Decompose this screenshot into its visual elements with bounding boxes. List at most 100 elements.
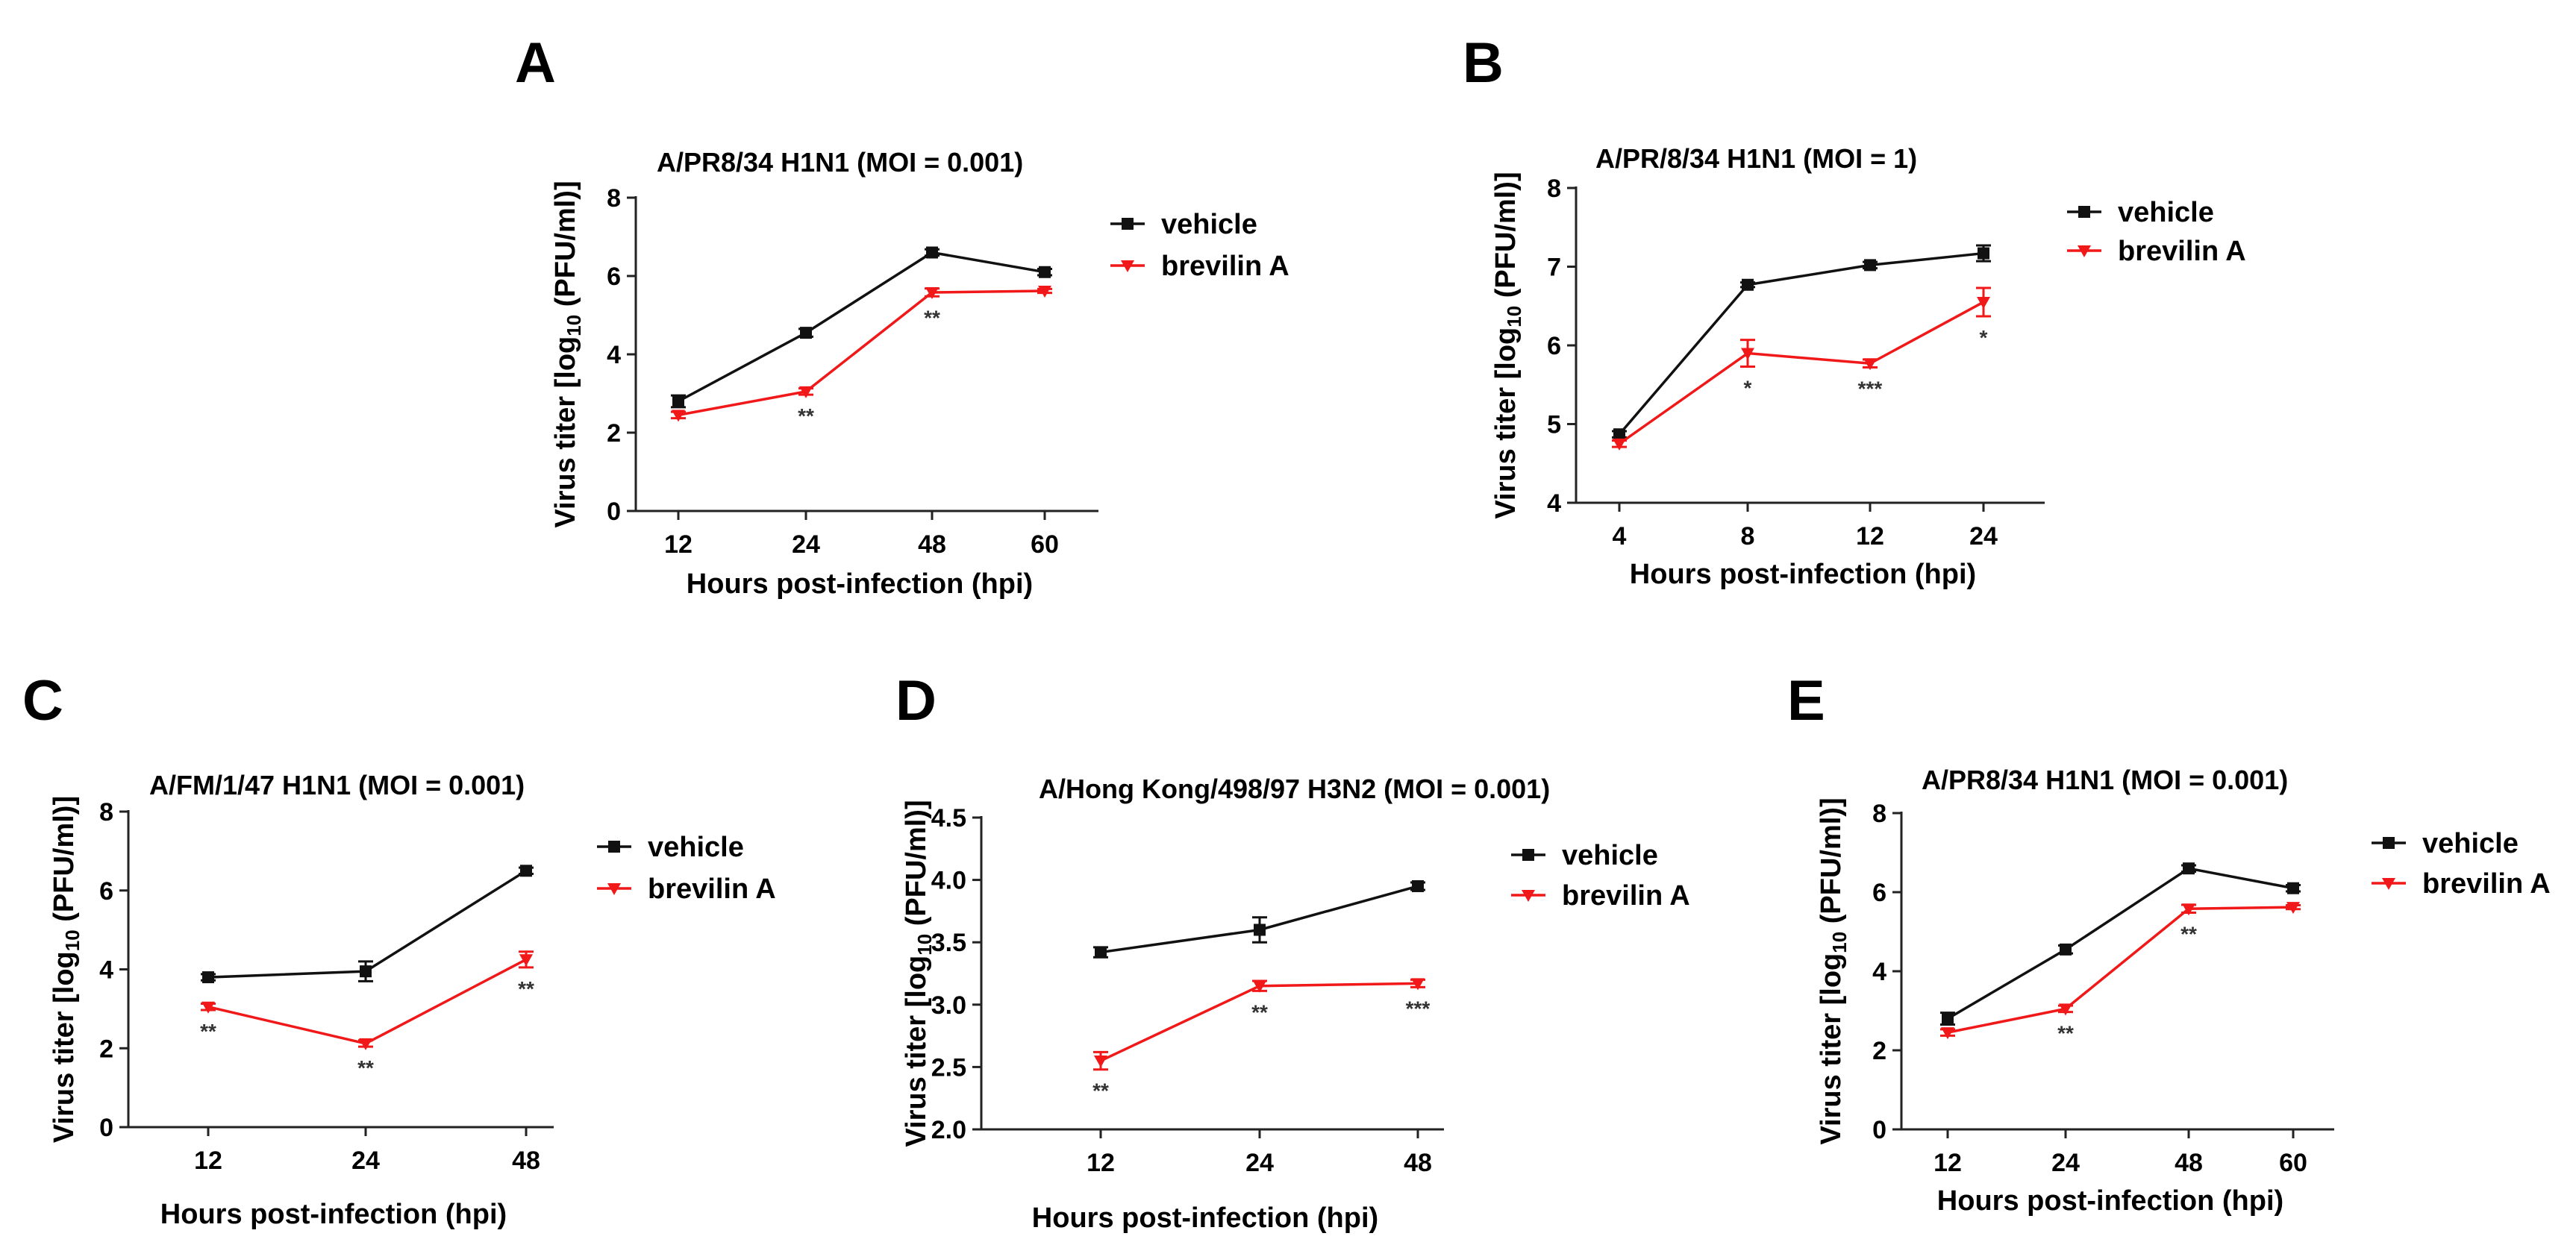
significance-label-b: * — [1980, 326, 1988, 349]
significance-label-d: *** — [1406, 997, 1431, 1020]
x-axis-label-a: Hours post-infection (hpi) — [687, 568, 1033, 600]
data-point-brevilin-d — [1253, 980, 1266, 993]
legend-marker-brevilin-b — [2078, 245, 2091, 257]
data-point-brevilin-a — [925, 287, 939, 300]
panel-b: B A/PR/8/34 H1N1 (MOI = 1) 4 5 6 7 8 4 8 12 24 Hour… — [1463, 31, 2246, 590]
x-tick-label-e: 48 — [2175, 1149, 2203, 1177]
series-line-brevilin-a — [678, 289, 1045, 417]
y-axis-label-d: Virus titer [log10 (PFU/ml)] — [901, 800, 936, 1147]
significance-label-e: ** — [2057, 1022, 2074, 1045]
legend-label-brevilin-a: brevilin A — [1161, 251, 1289, 282]
data-point-vehicle-b — [1613, 428, 1625, 441]
y-axis-label-b: Virus titer [log10 (PFU/ml)] — [1490, 172, 1525, 518]
data-point-vehicle-e — [2287, 882, 2299, 894]
legend-marker-brevilin-d — [1522, 890, 1535, 902]
data-point-vehicle-a — [672, 395, 684, 407]
x-tick-label-b: 24 — [1969, 522, 1998, 551]
panel-letter-e: E — [1787, 669, 1825, 733]
data-point-vehicle-c — [360, 965, 372, 978]
significance-label-d: ** — [1251, 1000, 1268, 1023]
x-axis-label-d: Hours post-infection (hpi) — [1032, 1202, 1378, 1234]
significance-label-e: ** — [2180, 923, 2197, 946]
data-point-brevilin-c — [359, 1038, 372, 1050]
legend-label-vehicle-e: vehicle — [2422, 828, 2519, 859]
legend-marker-brevilin-c — [607, 883, 621, 895]
significance-label-d: ** — [1092, 1079, 1109, 1103]
data-point-vehicle-a — [1039, 266, 1051, 278]
series-line-vehicle-b — [1618, 251, 1984, 436]
chart-title-e: A/PR8/34 H1N1 (MOI = 0.001) — [1922, 765, 2288, 795]
data-point-brevilin-b — [1741, 348, 1754, 360]
data-point-vehicle-c — [202, 971, 214, 984]
y-tick-label-c: 6 — [99, 877, 113, 906]
panel-letter-b: B — [1463, 31, 1504, 95]
significance-label-a: ** — [798, 404, 814, 427]
x-axis-label-e: Hours post-infection (hpi) — [1937, 1185, 2283, 1217]
y-tick-label-e: 2 — [1872, 1037, 1886, 1065]
legend-marker-vehicle-a — [1122, 218, 1134, 230]
chart-title-c: A/FM/1/47 H1N1 (MOI = 0.001) — [149, 770, 525, 800]
legend-marker-vehicle-b — [2078, 206, 2090, 218]
x-tick-label-b: 8 — [1741, 522, 1755, 551]
x-tick-label-d: 12 — [1087, 1149, 1115, 1177]
x-tick-label-d: 48 — [1404, 1149, 1432, 1177]
panel-d: D A/Hong Kong/498/97 H3N2 (MOI = 0.001) 2.… — [895, 669, 1690, 1234]
y-tick-label-a: 0 — [607, 498, 621, 526]
legend-marker-vehicle-c — [608, 841, 620, 853]
data-point-vehicle-e — [2060, 943, 2072, 956]
y-tick-label-e: 6 — [1872, 879, 1886, 907]
chart-title-d: A/Hong Kong/498/97 H3N2 (MOI = 0.001) — [1039, 774, 1550, 804]
significance-label-b: * — [1744, 376, 1752, 399]
legend-label-vehicle-d: vehicle — [1562, 840, 1658, 871]
y-tick-label-a: 8 — [607, 184, 621, 213]
data-point-vehicle-b — [1742, 278, 1754, 291]
y-axis-label-e: Virus titer [log10 (PFU/ml)] — [1816, 797, 1851, 1144]
x-tick-label-c: 24 — [351, 1147, 380, 1175]
y-tick-label-b: 7 — [1547, 254, 1561, 282]
y-tick-label-d: 4.0 — [931, 867, 966, 895]
data-point-brevilin-a — [672, 410, 685, 422]
legend-label-vehicle-c: vehicle — [648, 832, 744, 863]
y-tick-label-d: 2.0 — [931, 1116, 966, 1144]
y-tick-label-c: 8 — [99, 798, 113, 827]
y-tick-label-a: 4 — [607, 341, 621, 369]
data-point-brevilin-c — [201, 1001, 215, 1014]
legend-label-brevilin-b: brevilin A — [2118, 236, 2246, 267]
x-tick-label-a: 24 — [792, 530, 820, 559]
data-point-vehicle-b — [1978, 247, 1989, 260]
series-line-vehicle-e — [1947, 867, 2294, 1020]
x-tick-label-b: 4 — [1613, 522, 1627, 551]
data-point-vehicle-d — [1412, 879, 1424, 892]
data-point-brevilin-e — [2182, 903, 2195, 916]
significance-label-b: *** — [1858, 377, 1883, 401]
x-axis-label-b: Hours post-infection (hpi) — [1630, 559, 1976, 590]
legend-label-brevilin-e: brevilin A — [2422, 868, 2551, 900]
data-point-vehicle-c — [520, 865, 532, 877]
data-point-vehicle-d — [1254, 923, 1266, 936]
series-line-brevilin-e — [1947, 906, 2294, 1034]
y-tick-label-c: 4 — [99, 956, 113, 985]
data-point-brevilin-d — [1094, 1056, 1107, 1068]
data-point-brevilin-e — [2059, 1003, 2072, 1016]
x-tick-label-e: 60 — [2279, 1149, 2307, 1177]
panel-letter-d: D — [895, 669, 937, 733]
x-tick-label-a: 12 — [664, 530, 693, 559]
data-point-brevilin-a — [1038, 285, 1051, 298]
data-point-brevilin-b — [1863, 358, 1877, 371]
legend-marker-vehicle-d — [1522, 849, 1534, 861]
series-line-brevilin-b — [1618, 301, 1984, 445]
panel-letter-a: A — [515, 31, 556, 95]
data-point-vehicle-d — [1095, 946, 1107, 959]
legend-marker-vehicle-e — [2383, 837, 2395, 849]
y-axis-label-a: Virus titer [log10 (PFU/ml)] — [550, 181, 585, 527]
x-tick-label-e: 24 — [2051, 1149, 2080, 1177]
data-point-vehicle-e — [2183, 862, 2195, 875]
legend-label-brevilin-c: brevilin A — [648, 874, 776, 905]
y-tick-label-a: 2 — [607, 419, 621, 448]
x-tick-label-c: 12 — [194, 1147, 222, 1175]
y-tick-label-b: 5 — [1547, 411, 1561, 439]
legend-label-brevilin-d: brevilin A — [1562, 880, 1690, 912]
y-tick-label-c: 0 — [99, 1114, 113, 1142]
